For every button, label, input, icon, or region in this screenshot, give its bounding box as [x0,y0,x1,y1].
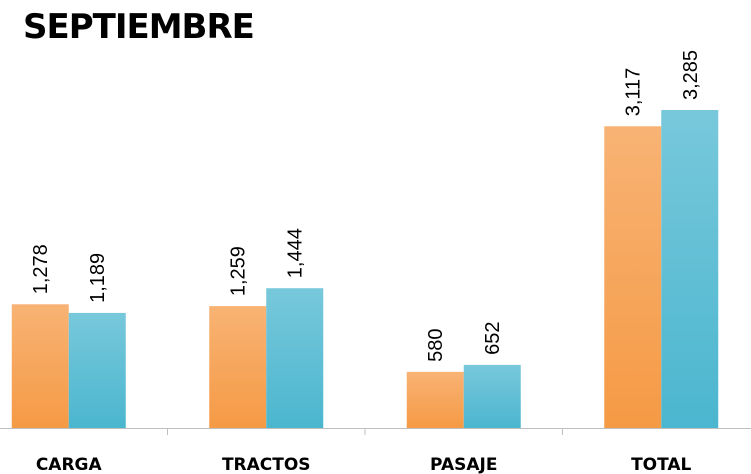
bar [209,306,267,428]
bar [68,312,126,428]
value-label: 3,117 [623,68,645,117]
value-label: 1,259 [228,246,250,296]
value-label: 1,189 [87,253,109,303]
x-tick-label: CARGA [36,455,103,474]
chart-title: SEPTIEMBRE [23,7,254,47]
x-tick-label: TRACTOS [222,455,311,474]
bar [406,371,464,428]
value-label: 1,444 [285,228,307,278]
value-label: 3,285 [680,50,702,100]
x-tick-label: TOTAL [631,455,691,474]
bar [604,126,662,429]
bar [661,110,719,428]
x-tick-label: PASAJE [430,455,497,474]
value-label: 1,278 [30,244,52,294]
bar [463,364,521,428]
value-label: 652 [482,322,504,355]
value-label: 580 [425,328,447,361]
bar [266,288,324,428]
bar [11,304,69,428]
